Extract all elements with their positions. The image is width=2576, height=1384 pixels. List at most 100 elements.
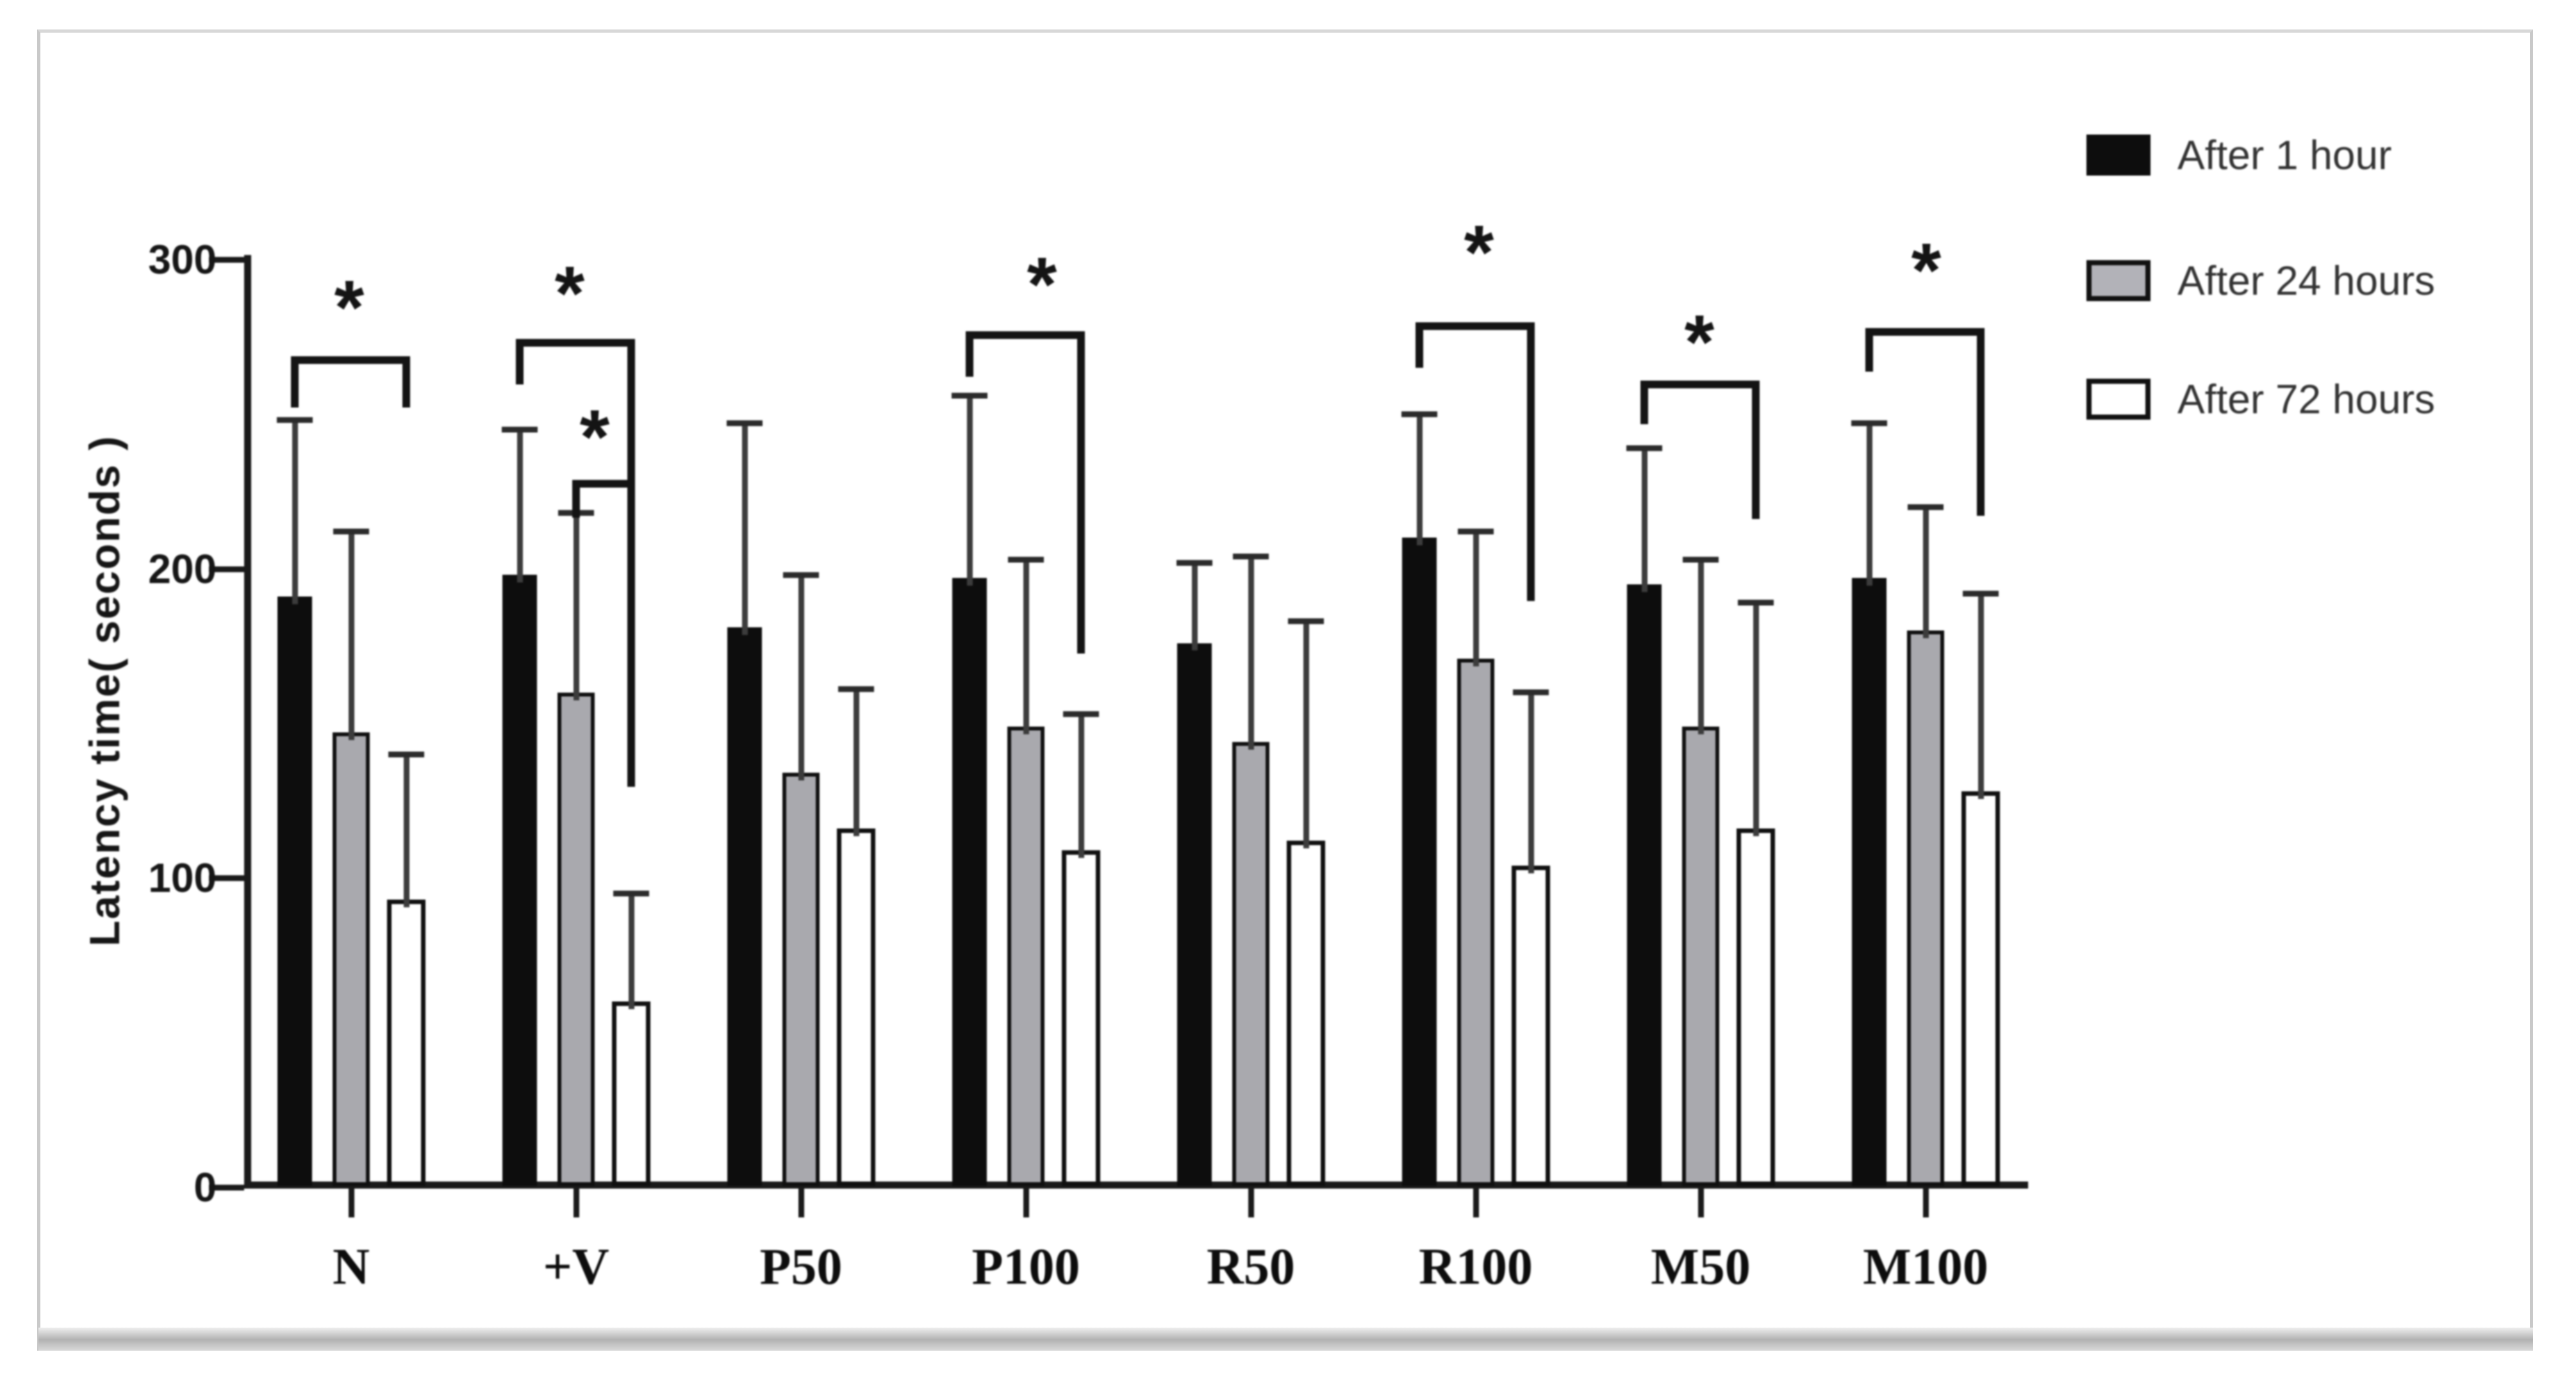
x-axis-category-label: P100 (971, 1239, 1080, 1296)
error-bar-cap (727, 420, 763, 427)
bar-after-72-hours (837, 828, 875, 1186)
significance-bracket-bar (966, 331, 1085, 339)
x-axis-category-label: R50 (1207, 1239, 1295, 1296)
error-bar-whisker (1753, 602, 1759, 837)
error-bar-cap (1063, 711, 1099, 717)
x-axis-tick (1473, 1188, 1479, 1217)
x-axis-tick (1023, 1188, 1029, 1217)
error-bar-cap (1401, 411, 1437, 417)
significance-bracket-left-drop (1416, 322, 1423, 368)
error-bar-cap (1458, 529, 1494, 535)
error-bar-whisker (1528, 692, 1534, 873)
x-axis-category-label: P50 (759, 1239, 843, 1296)
figure-frame (37, 29, 2533, 1351)
legend-swatch-3 (2086, 379, 2151, 420)
significance-bracket-right-drop (1077, 331, 1085, 654)
significance-bracket-left-drop (1865, 328, 1873, 372)
bar-after-24-hours (782, 773, 820, 1186)
error-bar-cap (1626, 445, 1662, 451)
bar-after-1-hour (727, 627, 762, 1186)
error-bar-cap (388, 751, 424, 757)
error-bar-cap (333, 529, 369, 535)
error-bar-cap (838, 686, 874, 693)
significance-bracket-left-drop (572, 480, 580, 518)
x-axis-tick (1698, 1188, 1704, 1217)
y-axis-tick (208, 566, 244, 572)
error-bar-cap (1513, 689, 1549, 696)
bar-after-24-hours (1907, 630, 1944, 1186)
significance-bracket-bar (1640, 381, 1760, 388)
bar-after-24-hours (1457, 658, 1494, 1186)
error-bar-whisker (798, 575, 804, 781)
x-axis-category-label: R100 (1419, 1239, 1533, 1296)
error-bar-cap (1288, 618, 1324, 625)
significance-bracket-bar (291, 356, 410, 364)
y-axis-tick-label: 300 (148, 236, 217, 283)
significance-bracket-right-drop (1527, 322, 1535, 601)
error-bar-cap (952, 392, 987, 399)
bar-after-24-hours (333, 732, 370, 1186)
error-bar-cap (277, 417, 313, 424)
y-axis-tick-label: 100 (148, 855, 217, 902)
error-bar-cap (1177, 559, 1212, 566)
error-bar-whisker (1191, 563, 1198, 651)
significance-asterisk: * (1684, 299, 1715, 385)
bar-after-72-hours (1062, 850, 1100, 1186)
bar-after-1-hour (1852, 578, 1887, 1186)
bar-after-72-hours (1512, 866, 1550, 1186)
bar-after-1-hour (277, 597, 312, 1186)
error-bar-cap (1908, 504, 1944, 510)
y-axis-tick-label: 0 (194, 1164, 217, 1210)
error-bar-cap (1683, 556, 1719, 563)
error-bar-whisker (1473, 531, 1479, 666)
error-bar-cap (1008, 556, 1044, 563)
error-bar-whisker (1866, 423, 1872, 586)
significance-bracket-right-drop (1752, 381, 1760, 519)
bar-after-1-hour (1177, 643, 1212, 1186)
error-bar-whisker (573, 513, 579, 700)
significance-bracket-bar (516, 339, 635, 347)
x-axis-category-label: M50 (1651, 1239, 1751, 1296)
bar-after-72-hours (612, 1001, 650, 1186)
error-bar-whisker (1023, 559, 1029, 734)
bar-after-1-hour (1627, 584, 1662, 1186)
significance-bracket-left-drop (291, 356, 299, 408)
x-axis-category-label: N (333, 1239, 370, 1296)
error-bar-whisker (1977, 593, 1984, 800)
error-bar-cap (1963, 590, 1999, 597)
bar-after-72-hours (1737, 828, 1775, 1186)
error-bar-whisker (348, 531, 354, 741)
error-bar-whisker (966, 395, 973, 586)
y-axis-tick (208, 875, 244, 882)
bar-after-1-hour (502, 575, 537, 1186)
significance-bracket-bar (1416, 322, 1535, 330)
x-axis-tick (349, 1188, 354, 1217)
significance-bracket-right-drop (402, 356, 410, 408)
error-bar-cap (613, 890, 649, 896)
error-bar-whisker (1697, 559, 1704, 734)
error-bar-whisker (628, 893, 634, 1010)
significance-asterisk: * (1027, 242, 1057, 327)
significance-bracket-left-drop (966, 331, 973, 377)
x-axis-category-label: M100 (1863, 1239, 1988, 1296)
bar-after-24-hours (1007, 726, 1044, 1186)
x-axis-line (244, 1182, 2028, 1189)
bar-after-1-hour (952, 578, 987, 1186)
error-bar-whisker (1303, 621, 1309, 849)
legend-swatch-1 (2086, 135, 2151, 176)
significance-bracket-right-drop (627, 339, 635, 787)
error-bar-cap (1851, 420, 1887, 427)
significance-asterisk: * (334, 265, 365, 350)
x-axis-tick (1248, 1188, 1254, 1217)
error-bar-cap (502, 426, 538, 432)
error-bar-whisker (1416, 414, 1423, 546)
bar-after-72-hours (1287, 841, 1325, 1186)
x-axis-tick (798, 1188, 804, 1217)
bar-after-1-hour (1402, 538, 1437, 1186)
x-axis-tick (1923, 1188, 1929, 1217)
significance-asterisk: * (554, 251, 585, 336)
y-axis-tick (208, 1185, 244, 1190)
legend-label: After 24 hours (2177, 258, 2435, 304)
